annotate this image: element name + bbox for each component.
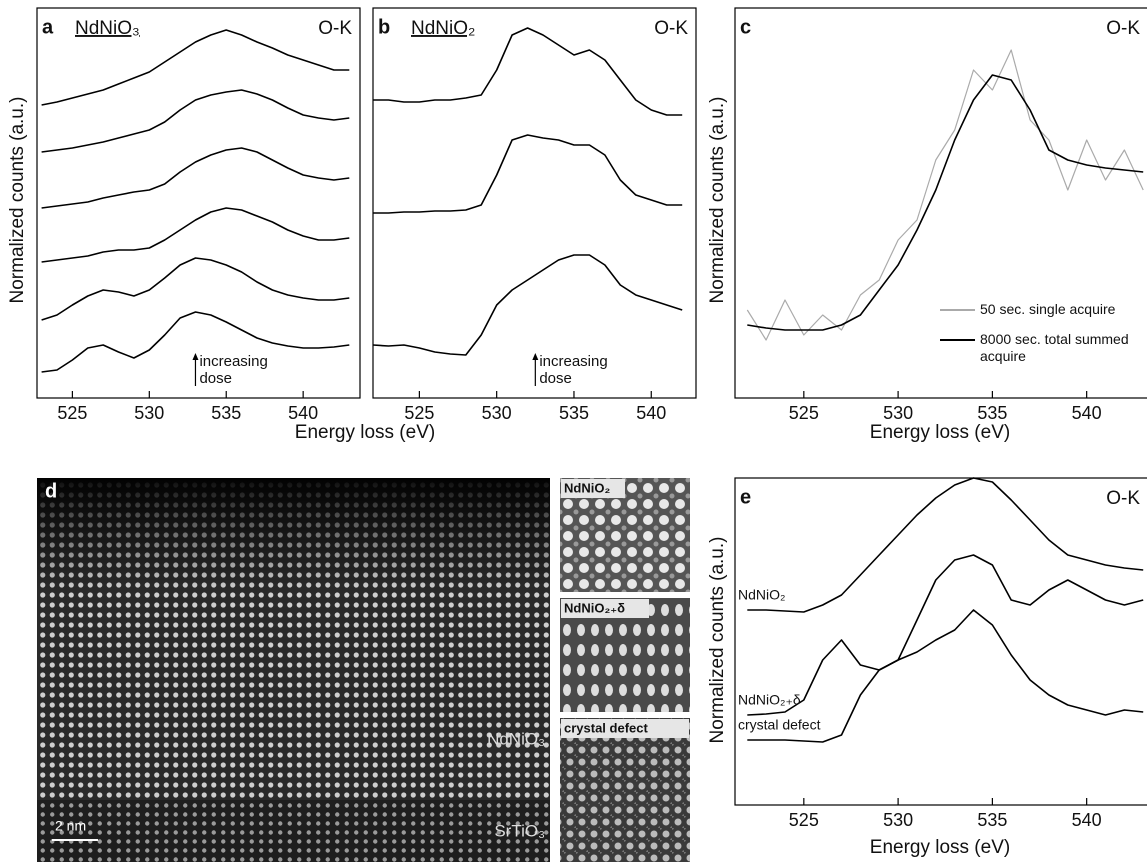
panel-label: a — [42, 16, 54, 38]
panel: 525 530 535 540 b NdNiO₂ O-K Energy loss (eV) in… — [295, 7, 697, 443]
scale-bar-label: 2 nm — [55, 818, 86, 834]
x-axis-label: Energy loss (eV) — [295, 422, 435, 443]
spectrum-line — [41, 311, 350, 373]
x-axis-label: Energy loss (eV) — [870, 422, 1010, 443]
series-label: NdNiO₂₊δ — [738, 692, 801, 708]
spectrum-line — [747, 74, 1144, 331]
legend-label: 8000 sec. total summed acquire — [980, 331, 1129, 364]
dose-annotation: dose — [199, 370, 232, 387]
plot-frame — [734, 7, 1147, 399]
x-tick-label: 535 — [211, 403, 241, 423]
edge-label: O-K — [654, 18, 688, 39]
panel-label: c — [740, 16, 751, 38]
inset-label-bg — [561, 719, 689, 738]
x-tick-label: 530 — [883, 810, 913, 830]
spectrum-line — [41, 147, 350, 209]
series-label: crystal defect — [738, 717, 821, 733]
inset-label: crystal defect — [564, 720, 648, 735]
x-tick-label: 530 — [482, 403, 512, 423]
inset-label: NdNiO₂ — [564, 480, 610, 495]
x-axis-label: Energy loss (eV) — [870, 837, 1010, 858]
x-tick-label: 540 — [636, 403, 666, 423]
spectrum-line — [747, 609, 1144, 743]
x-tick-label: 535 — [559, 403, 589, 423]
x-tick-label: 535 — [977, 403, 1007, 423]
dose-annotation: dose — [539, 370, 572, 387]
spectrum-line — [747, 554, 1144, 716]
edge-label: O-K — [1106, 488, 1140, 509]
stem-image: d NdNiO₃ SrTiO₃ 2 nm — [37, 478, 550, 862]
insets: NdNiO₂ NdNiO₂₊δ crystal defect — [560, 478, 690, 862]
edge-label: O-K — [1106, 18, 1140, 39]
substrate-label: SrTiO₃ — [494, 821, 545, 840]
film-label: NdNiO₃ — [487, 729, 545, 748]
x-tick-label: 525 — [57, 403, 87, 423]
panel-label: d — [45, 480, 57, 502]
panel: 525 530 535 540 e O-K Energy loss (eV) Normaliz… — [707, 477, 1147, 858]
plot-frame — [734, 477, 1147, 806]
x-tick-label: 525 — [789, 403, 819, 423]
y-axis-label: Normalized counts (a.u.) — [7, 97, 28, 304]
legend-entry: 8000 sec. total summed acquire — [980, 331, 1129, 364]
series-label: NdNiO₂ — [738, 587, 785, 603]
panel-title: NdNiO₂ — [411, 18, 475, 39]
y-axis-label: Normalized counts (a.u.) — [707, 97, 728, 304]
image-shading — [37, 478, 550, 800]
panel-label: e — [740, 486, 751, 508]
inset-label-bg — [561, 479, 625, 498]
spectrum-line — [372, 254, 683, 356]
plot-frame — [372, 7, 697, 399]
panel: 525 530 535 540 c O-K Energy loss (eV) Normaliz… — [707, 7, 1147, 443]
panel-label: b — [378, 16, 390, 38]
substrate-lattice — [37, 800, 550, 862]
x-tick-label: 530 — [883, 403, 913, 423]
y-axis-label: Normalized counts (a.u.) — [707, 537, 728, 744]
x-tick-label: 540 — [1072, 810, 1102, 830]
spectrum-line — [373, 134, 683, 214]
spectrum-line — [41, 257, 350, 321]
x-tick-label: 540 — [1072, 403, 1102, 423]
x-tick-label: 525 — [789, 810, 819, 830]
panel: 525 530 535 540 a NdNiO₃ O-K Normalized counts … — [7, 7, 361, 423]
spectrum-line — [373, 27, 683, 116]
legend-entry: 50 sec. single acquire — [980, 301, 1116, 317]
spectrum-line — [746, 49, 1144, 341]
inset-label: NdNiO₂₊δ — [564, 600, 625, 615]
x-tick-label: 530 — [134, 403, 164, 423]
spectrum-line — [41, 89, 350, 153]
dose-arrow-head — [192, 353, 199, 360]
dose-arrow-head — [532, 353, 539, 360]
spectrum-line — [41, 29, 350, 106]
edge-label: O-K — [318, 18, 352, 39]
spectrum-line — [41, 207, 350, 263]
dose-annotation: increasing — [199, 353, 267, 370]
inset-image — [560, 718, 690, 862]
inset-label-bg — [561, 599, 649, 618]
dose-annotation: increasing — [539, 353, 607, 370]
x-tick-label: 525 — [404, 403, 434, 423]
plot-frame — [36, 7, 361, 399]
panel-title: NdNiO₃ — [75, 18, 140, 39]
x-tick-label: 535 — [977, 810, 1007, 830]
spectrum-line — [747, 477, 1144, 613]
legend-label: 50 sec. single acquire — [980, 301, 1116, 317]
x-tick-label: 540 — [288, 403, 318, 423]
